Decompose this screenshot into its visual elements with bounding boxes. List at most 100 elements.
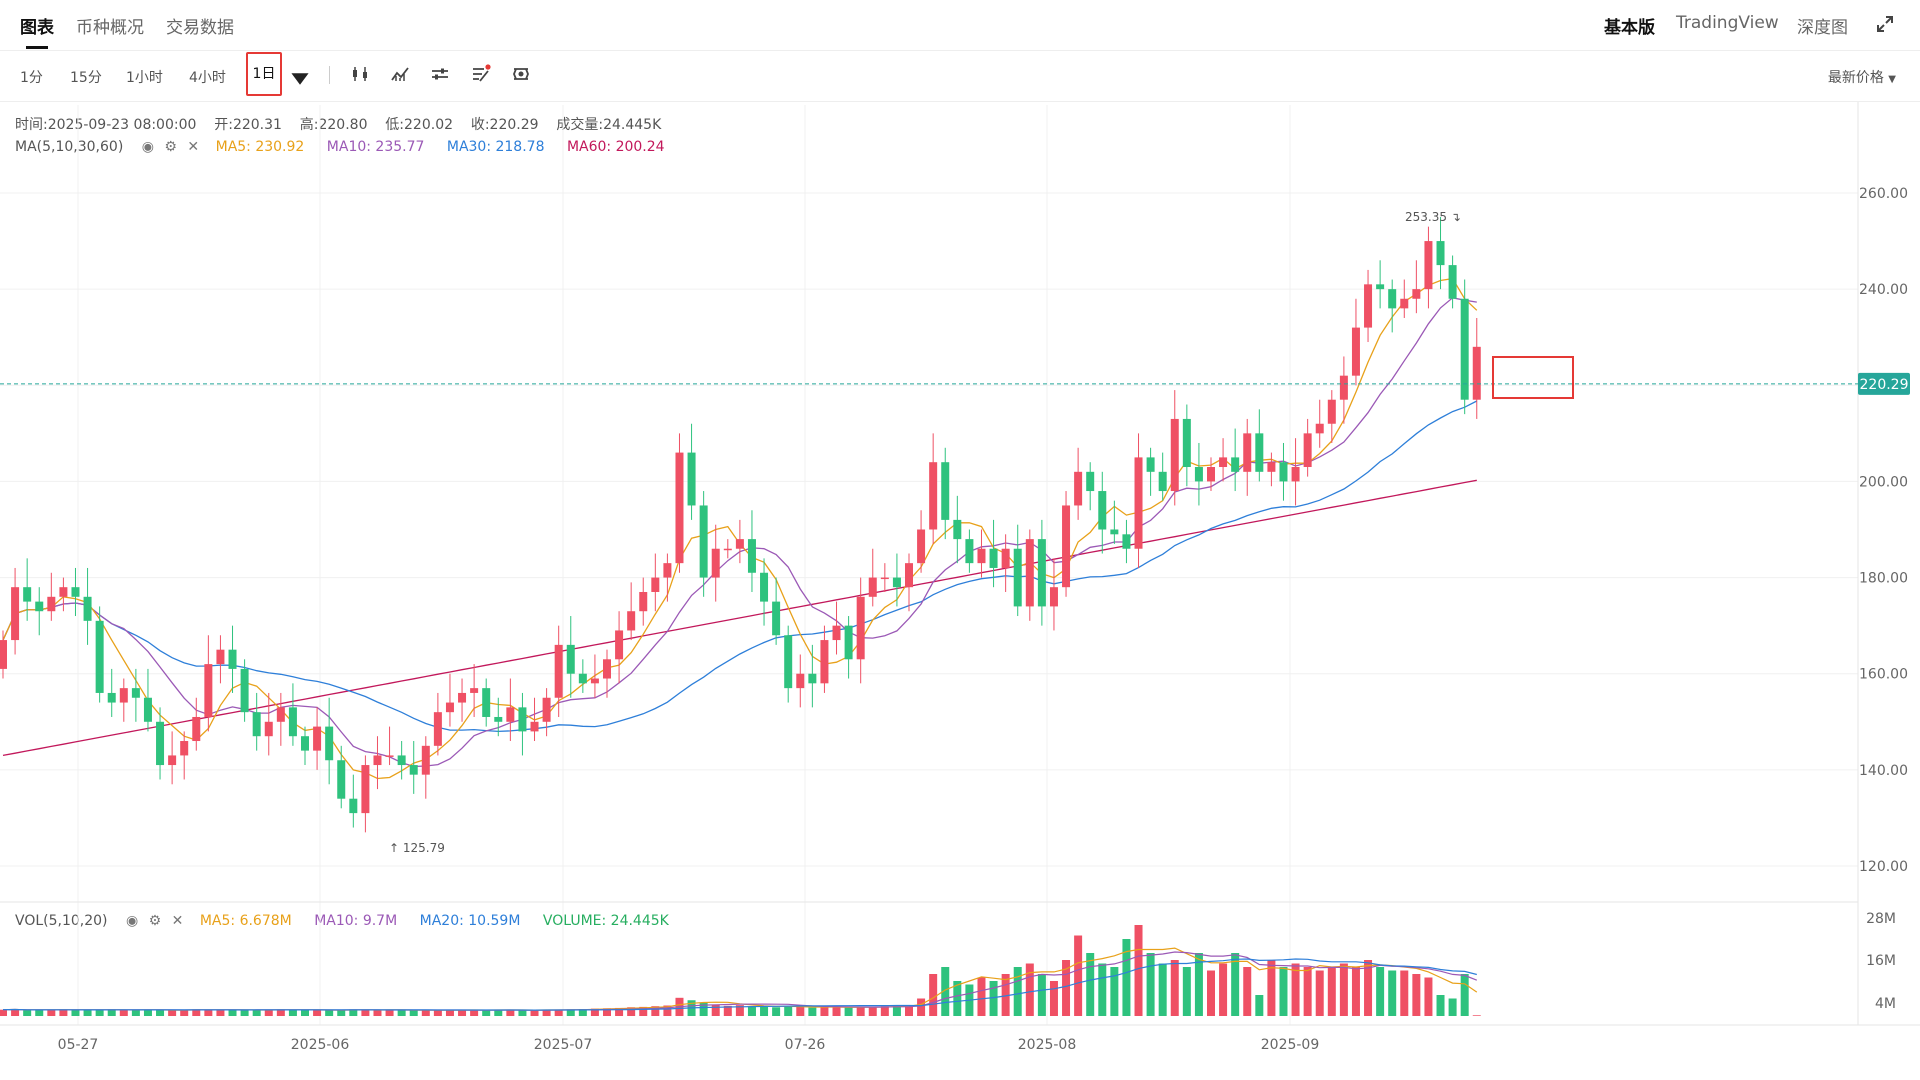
candle xyxy=(506,678,515,742)
candle-body xyxy=(421,745,430,775)
volume-bar xyxy=(784,1006,793,1016)
candle-body xyxy=(530,721,539,732)
price-type-caret-icon: ▼ xyxy=(1888,74,1896,85)
volume-bar xyxy=(1303,967,1312,1016)
ma60-path xyxy=(2,479,1477,757)
volume-bar xyxy=(518,1010,527,1016)
candle-body xyxy=(349,798,358,814)
fullscreen-icon[interactable] xyxy=(1876,15,1894,33)
candle xyxy=(965,529,974,573)
volume-bar xyxy=(1001,974,1010,1016)
interval-4h[interactable]: 4小时 xyxy=(189,70,226,86)
volume-bar xyxy=(1448,998,1457,1016)
close-icon[interactable]: ✕ xyxy=(187,139,200,155)
candle-body xyxy=(723,548,732,551)
candle xyxy=(1243,418,1252,496)
vol-ma20-path xyxy=(2,958,1477,1011)
candle-body xyxy=(603,659,611,679)
candle-body xyxy=(965,539,974,564)
ma60-value: MA60: 200.24 xyxy=(566,139,665,155)
candle-body xyxy=(989,548,998,568)
candle xyxy=(470,664,479,717)
candle xyxy=(192,697,201,751)
volume-bar xyxy=(1062,960,1071,1016)
volume-bar xyxy=(1255,995,1264,1016)
candle-body xyxy=(1243,433,1252,472)
candle-body xyxy=(1122,534,1131,549)
vol-eye-icon[interactable]: ◉ xyxy=(125,913,139,929)
candlestick-type-icon[interactable] xyxy=(350,64,370,84)
vol-ma10-value: MA10: 9.7M xyxy=(314,913,398,929)
volume-bar xyxy=(699,1002,708,1016)
tab-chart[interactable]: 图表 xyxy=(20,18,54,38)
candle-body xyxy=(385,755,394,757)
time-tick-label: 2025-06 xyxy=(291,1037,350,1053)
volume-bar xyxy=(349,1009,358,1016)
candle xyxy=(566,616,575,698)
tab-basic-version[interactable]: 基本版 xyxy=(1604,18,1655,38)
tab-tradingview[interactable]: TradingView xyxy=(1676,13,1779,33)
candle-body xyxy=(1255,433,1264,472)
eye-icon[interactable]: ◉ xyxy=(141,139,154,155)
compare-icon[interactable] xyxy=(511,64,531,84)
price-type-label: 最新价格 xyxy=(1827,70,1884,86)
tab-trading-data[interactable]: 交易数据 xyxy=(166,18,234,38)
candle xyxy=(578,659,587,693)
interval-1h[interactable]: 1小时 xyxy=(126,70,163,86)
candle-body xyxy=(917,529,926,564)
price-type-select[interactable]: 最新价格 ▼ xyxy=(1828,67,1896,87)
tab-coin-overview[interactable]: 币种概况 xyxy=(76,18,144,38)
candle xyxy=(784,625,793,703)
vol-settings-icon[interactable]: ⚙ xyxy=(148,913,162,929)
candle xyxy=(180,731,189,780)
interval-1m[interactable]: 1分 xyxy=(20,70,43,86)
indicators-icon[interactable] xyxy=(390,64,410,84)
candle-body xyxy=(0,640,7,669)
interval-dropdown-icon[interactable] xyxy=(290,69,310,89)
candle xyxy=(397,741,406,780)
ma5-value: MA5: 230.92 xyxy=(215,139,305,155)
settings-sliders-icon[interactable] xyxy=(430,64,450,84)
candle xyxy=(325,697,334,785)
candle-body xyxy=(880,577,889,580)
candle-body xyxy=(1412,289,1421,299)
close-value: 220.29 xyxy=(489,117,539,133)
candle-body xyxy=(143,697,152,722)
current-price-tag xyxy=(1858,372,1910,395)
interval-15m[interactable]: 15分 xyxy=(70,70,102,86)
volume-bar xyxy=(1327,967,1336,1016)
volume-bar xyxy=(204,1009,213,1016)
candle-body xyxy=(288,707,297,737)
time-tick-label: 2025-07 xyxy=(534,1037,593,1053)
candle-body xyxy=(397,755,406,766)
candle xyxy=(687,423,696,520)
candle-body xyxy=(1037,539,1046,607)
candle xyxy=(1303,418,1312,477)
volume-bar xyxy=(663,1005,672,1016)
candle-body xyxy=(796,673,805,689)
vol-close-icon[interactable]: ✕ xyxy=(171,913,184,929)
candle xyxy=(168,731,177,785)
ma60-line xyxy=(2,479,1477,757)
candle xyxy=(615,611,624,684)
candle xyxy=(627,582,636,641)
interval-1d[interactable]: 1日 xyxy=(246,52,282,96)
candle xyxy=(1351,298,1360,386)
candle xyxy=(1436,217,1445,290)
tab-depth-chart[interactable]: 深度图 xyxy=(1797,18,1848,38)
volume-bar xyxy=(276,1009,285,1016)
candle xyxy=(1182,404,1191,487)
candle-body xyxy=(252,712,261,737)
settings-icon[interactable]: ⚙ xyxy=(164,139,177,155)
drawing-tools-icon[interactable] xyxy=(471,64,491,84)
candle xyxy=(11,567,20,655)
volume-bar xyxy=(1207,970,1215,1016)
candle-body xyxy=(675,452,684,564)
candle-body xyxy=(1400,298,1409,309)
candle xyxy=(216,635,225,684)
candle xyxy=(1134,433,1143,568)
volume-bar xyxy=(1388,970,1397,1016)
candle xyxy=(868,548,877,607)
candle xyxy=(651,553,660,612)
